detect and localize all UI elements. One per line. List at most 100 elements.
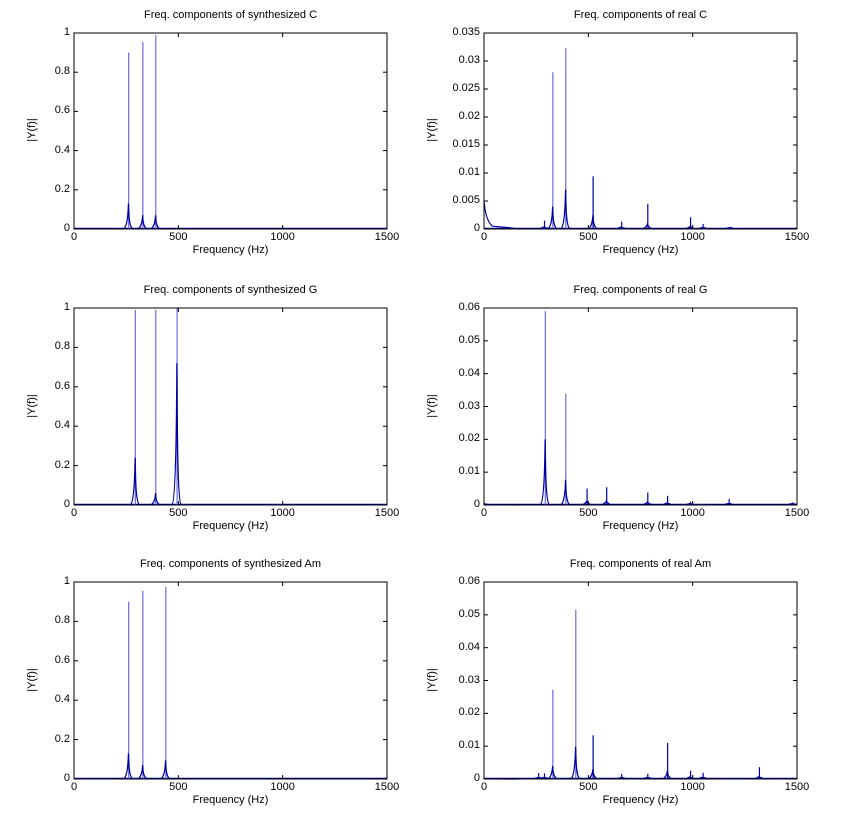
chart-title: Freq. components of synthesized Am xyxy=(140,558,321,570)
peak-skirt xyxy=(123,753,134,780)
peak-skirt xyxy=(697,226,708,230)
peak-skirt xyxy=(129,457,140,506)
peak-skirt xyxy=(616,776,627,780)
y-tick-label: 0.02 xyxy=(458,706,480,719)
y-tick-label: 0.06 xyxy=(458,301,480,313)
axes-box xyxy=(483,581,798,780)
chart-title: Freq. components of synthesized C xyxy=(143,9,318,21)
y-tick-label: 0.4 xyxy=(54,143,70,156)
x-tick-label: 500 xyxy=(169,231,188,243)
y-tick-label: 0 xyxy=(473,498,480,510)
x-tick-label: 500 xyxy=(579,507,598,519)
y-tick-label: 0.6 xyxy=(54,653,70,666)
y-tick-label: 0 xyxy=(63,498,70,510)
x-tick-label: 1500 xyxy=(374,781,400,793)
x-axis-label: Frequency (Hz) xyxy=(602,520,679,532)
peak-skirt xyxy=(547,765,558,780)
peak-skirt xyxy=(642,500,653,506)
y-tick-label: 0.8 xyxy=(54,340,70,353)
peak-skirt xyxy=(560,189,571,230)
y-tick-label: 0.4 xyxy=(54,693,70,706)
peak-skirt xyxy=(150,215,161,230)
x-axis-label: Frequency (Hz) xyxy=(192,244,269,256)
y-tick-label: 0.8 xyxy=(54,614,70,627)
y-tick-label: 0.05 xyxy=(458,607,480,620)
y-tick-label: 0.03 xyxy=(458,673,480,686)
x-tick-label: 1000 xyxy=(270,781,295,793)
chart-title: Freq. components of synthesized G xyxy=(143,284,318,296)
y-tick-label: 0.6 xyxy=(54,379,70,392)
x-axis-label: Frequency (Hz) xyxy=(602,794,679,806)
x-tick-label: 500 xyxy=(579,231,598,243)
axes-box xyxy=(73,32,388,230)
y-tick-label: 0.01 xyxy=(458,739,480,752)
y-tick-label: 0.2 xyxy=(54,732,70,745)
y-tick-label: 0.01 xyxy=(458,166,480,178)
peak-skirt xyxy=(581,498,592,506)
y-tick-label: 0.02 xyxy=(458,432,480,445)
peak-skirt xyxy=(539,439,551,506)
chart-title: Freq. components of real C xyxy=(573,9,708,21)
peak-skirt xyxy=(539,226,550,230)
peak-skirt xyxy=(150,493,161,506)
y-tick-label: 0.03 xyxy=(458,54,480,66)
peak-skirt xyxy=(587,214,598,230)
y-tick-label: 0.04 xyxy=(458,640,480,653)
peak-skirt xyxy=(539,776,550,780)
y-tick-label: 0.2 xyxy=(54,458,70,471)
chart-title: Freq. components of real G xyxy=(573,284,708,296)
y-tick-label: 0.02 xyxy=(458,110,480,122)
y-tick-label: 0.2 xyxy=(54,182,70,195)
peak-skirt xyxy=(616,226,627,230)
peak-skirt xyxy=(171,363,182,506)
y-tick-label: 0.005 xyxy=(452,194,480,206)
peak-skirt xyxy=(642,776,653,780)
x-tick-label: 0 xyxy=(480,781,488,793)
y-tick-label: 0.01 xyxy=(458,465,480,478)
y-tick-label: 0.8 xyxy=(54,65,70,78)
axes-box xyxy=(73,307,388,506)
y-tick-label: 0.6 xyxy=(54,104,70,117)
y-tick-label: 0.4 xyxy=(54,419,70,432)
peak-skirt xyxy=(123,203,134,230)
x-tick-label: 1500 xyxy=(374,231,400,243)
x-tick-label: 1500 xyxy=(784,231,810,243)
peak-skirt xyxy=(662,501,673,506)
x-axis-label: Frequency (Hz) xyxy=(192,794,269,806)
y-tick-label: 0 xyxy=(473,222,480,234)
peak-skirt xyxy=(137,215,148,230)
x-tick-label: 1000 xyxy=(680,781,705,793)
y-tick-label: 1 xyxy=(63,301,70,313)
peak-skirt xyxy=(160,760,171,780)
y-tick-label: 0.06 xyxy=(458,575,480,587)
y-tick-label: 0 xyxy=(63,772,70,784)
x-tick-label: 500 xyxy=(169,507,188,519)
x-tick-label: 1500 xyxy=(784,507,810,519)
peak-skirt xyxy=(547,206,558,230)
peak-skirt xyxy=(787,503,798,506)
x-tick-label: 0 xyxy=(70,507,78,519)
x-tick-label: 1000 xyxy=(680,507,705,519)
axes-box xyxy=(483,32,798,230)
peak-skirt xyxy=(753,774,764,780)
y-tick-label: 1 xyxy=(63,26,70,38)
x-tick-label: 0 xyxy=(70,781,78,793)
x-axis-label: Frequency (Hz) xyxy=(192,520,269,532)
x-tick-label: 1500 xyxy=(784,781,810,793)
peak-skirt xyxy=(587,769,598,780)
peak-skirt xyxy=(662,770,673,780)
peak-skirt xyxy=(697,776,708,780)
y-tick-label: 1 xyxy=(63,575,70,587)
y-tick-label: 0.03 xyxy=(458,399,480,412)
peak-skirt xyxy=(723,502,734,506)
y-tick-label: 0.035 xyxy=(452,26,480,38)
peak-skirt xyxy=(570,746,581,780)
x-tick-label: 1500 xyxy=(374,507,400,519)
peak-skirt xyxy=(560,479,571,506)
x-tick-label: 0 xyxy=(480,507,488,519)
x-tick-label: 500 xyxy=(169,781,188,793)
